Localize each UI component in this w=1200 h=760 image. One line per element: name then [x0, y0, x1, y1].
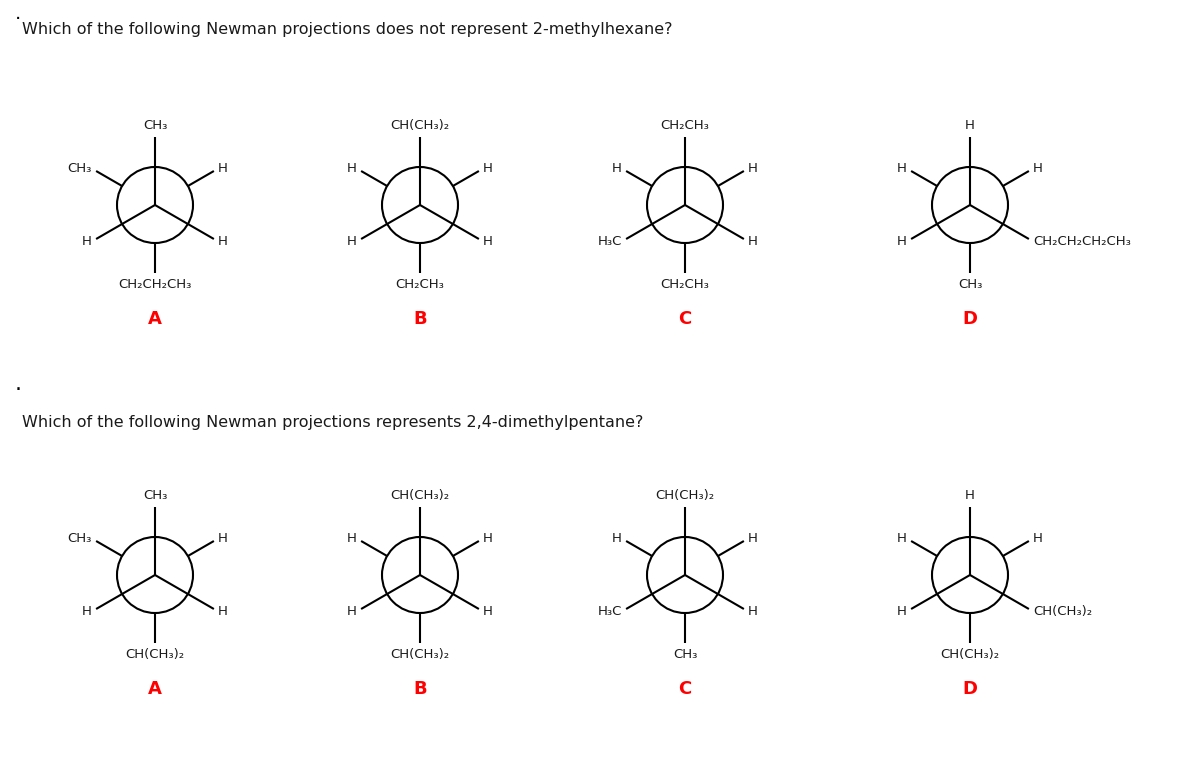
Text: CH(CH₃)₂: CH(CH₃)₂: [390, 119, 450, 132]
Text: H: H: [965, 119, 974, 132]
Text: H: H: [218, 532, 228, 545]
Text: H: H: [347, 235, 356, 248]
Text: C: C: [678, 310, 691, 328]
Text: H: H: [484, 605, 493, 618]
Text: H: H: [82, 605, 91, 618]
Text: H: H: [965, 489, 974, 502]
Text: CH(CH₃)₂: CH(CH₃)₂: [126, 648, 185, 661]
Text: H: H: [749, 235, 758, 248]
Text: CH₂CH₂CH₃: CH₂CH₂CH₃: [119, 278, 192, 291]
Text: H: H: [82, 235, 91, 248]
Text: H: H: [749, 532, 758, 545]
Text: CH₃: CH₃: [143, 119, 167, 132]
Text: CH₂CH₃: CH₂CH₃: [396, 278, 444, 291]
Text: CH₃: CH₃: [143, 489, 167, 502]
Text: CH(CH₃)₂: CH(CH₃)₂: [390, 489, 450, 502]
Text: CH(CH₃)₂: CH(CH₃)₂: [655, 489, 714, 502]
Text: H: H: [347, 605, 356, 618]
Text: H: H: [896, 162, 907, 175]
Text: CH₂CH₃: CH₂CH₃: [660, 119, 709, 132]
Text: H: H: [484, 532, 493, 545]
Text: CH₂CH₃: CH₂CH₃: [660, 278, 709, 291]
Text: CH₂CH₂CH₂CH₃: CH₂CH₂CH₂CH₃: [1033, 235, 1132, 248]
Text: Which of the following Newman projections represents 2,4-dimethylpentane?: Which of the following Newman projection…: [22, 415, 643, 430]
Text: CH₃: CH₃: [673, 648, 697, 661]
Text: Which of the following Newman projections does not represent 2-methylhexane?: Which of the following Newman projection…: [22, 22, 672, 37]
Text: H: H: [347, 532, 356, 545]
Text: H: H: [484, 235, 493, 248]
Text: D: D: [962, 680, 978, 698]
Text: B: B: [413, 310, 427, 328]
Text: A: A: [148, 680, 162, 698]
Text: CH(CH₃)₂: CH(CH₃)₂: [1033, 605, 1092, 618]
Text: ·: ·: [14, 10, 22, 29]
Text: H: H: [612, 162, 622, 175]
Text: H: H: [896, 532, 907, 545]
Text: H₃C: H₃C: [598, 605, 622, 618]
Text: H: H: [896, 605, 907, 618]
Text: H: H: [347, 162, 356, 175]
Text: D: D: [962, 310, 978, 328]
Text: ·: ·: [14, 380, 22, 400]
Text: H: H: [749, 605, 758, 618]
Text: H: H: [218, 235, 228, 248]
Text: CH₃: CH₃: [958, 278, 982, 291]
Text: H₃C: H₃C: [598, 235, 622, 248]
Text: CH(CH₃)₂: CH(CH₃)₂: [941, 648, 1000, 661]
Text: H: H: [612, 532, 622, 545]
Text: CH₃: CH₃: [67, 162, 91, 175]
Text: C: C: [678, 680, 691, 698]
Text: CH(CH₃)₂: CH(CH₃)₂: [390, 648, 450, 661]
Text: H: H: [218, 162, 228, 175]
Text: H: H: [1033, 532, 1043, 545]
Text: CH₃: CH₃: [67, 532, 91, 545]
Text: H: H: [218, 605, 228, 618]
Text: A: A: [148, 310, 162, 328]
Text: H: H: [484, 162, 493, 175]
Text: B: B: [413, 680, 427, 698]
Text: H: H: [896, 235, 907, 248]
Text: H: H: [1033, 162, 1043, 175]
Text: H: H: [749, 162, 758, 175]
